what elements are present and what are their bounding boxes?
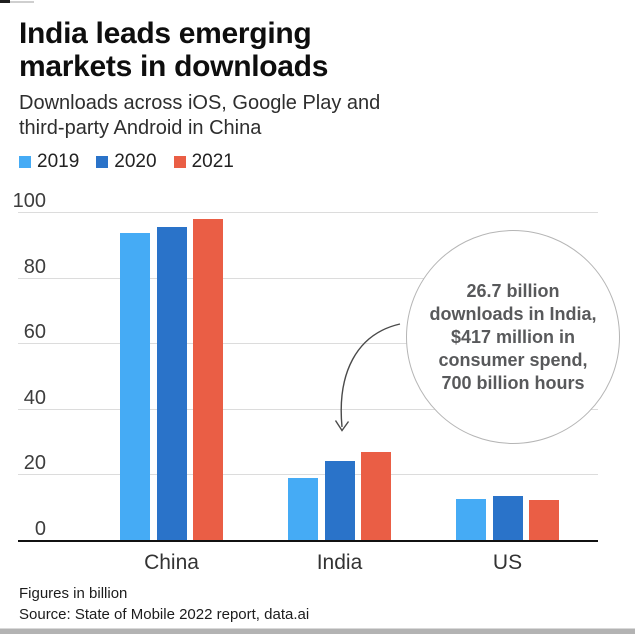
legend-item-2019: 2019 xyxy=(19,151,79,173)
bar-india-2019 xyxy=(288,477,318,540)
bar-us-2019 xyxy=(456,499,486,540)
chart-title: India leads emerging markets in download… xyxy=(19,17,329,83)
legend-label: 2020 xyxy=(114,151,157,172)
y-tick-20: 20 xyxy=(23,452,46,475)
legend-swatch-icon xyxy=(96,156,109,168)
legend-label: 2019 xyxy=(37,151,80,172)
gridline-80 xyxy=(18,277,598,279)
y-tick-80: 80 xyxy=(23,255,46,278)
legend-label: 2021 xyxy=(191,151,234,172)
bar-india-2021 xyxy=(361,452,391,540)
y-tick-100: 100 xyxy=(12,190,46,212)
chart-subtitle: Downloads across iOS, Google Play and th… xyxy=(19,92,381,139)
bar-china-2019 xyxy=(120,233,150,540)
legend: 2019 2020 2021 xyxy=(19,151,635,173)
source-credit: Source: State of Mobile 2022 report, dat… xyxy=(19,606,310,623)
top-left-dark-mark xyxy=(0,0,10,3)
legend-swatch-icon xyxy=(19,156,31,168)
bar-china-2021 xyxy=(193,218,223,540)
legend-item-2020: 2020 xyxy=(96,151,157,173)
y-tick-60: 60 xyxy=(23,321,46,344)
annotation-bubble: 26.7 billion downloads in India, $417 mi… xyxy=(406,230,620,444)
bar-us-2020 xyxy=(492,495,523,540)
gridline-20 xyxy=(18,474,598,476)
gridline-40 xyxy=(18,408,598,410)
bar-india-2020 xyxy=(324,461,355,540)
bar-china-2020 xyxy=(156,226,187,540)
category-label-us: US xyxy=(492,551,523,574)
gridline-60 xyxy=(18,343,598,345)
y-tick-0: 0 xyxy=(34,518,46,540)
legend-swatch-icon xyxy=(173,156,186,168)
legend-item-2021: 2021 xyxy=(173,151,234,173)
category-label-india: India xyxy=(316,551,363,574)
y-tick-40: 40 xyxy=(23,386,46,409)
top-left-grey-mark xyxy=(10,1,34,3)
bottom-scrollbar xyxy=(0,628,635,634)
category-label-china: China xyxy=(144,551,199,574)
gridline-100 xyxy=(18,212,598,213)
bar-us-2021 xyxy=(529,499,559,540)
x-axis-line xyxy=(18,540,598,542)
figures-note: Figures in billion xyxy=(19,585,128,602)
